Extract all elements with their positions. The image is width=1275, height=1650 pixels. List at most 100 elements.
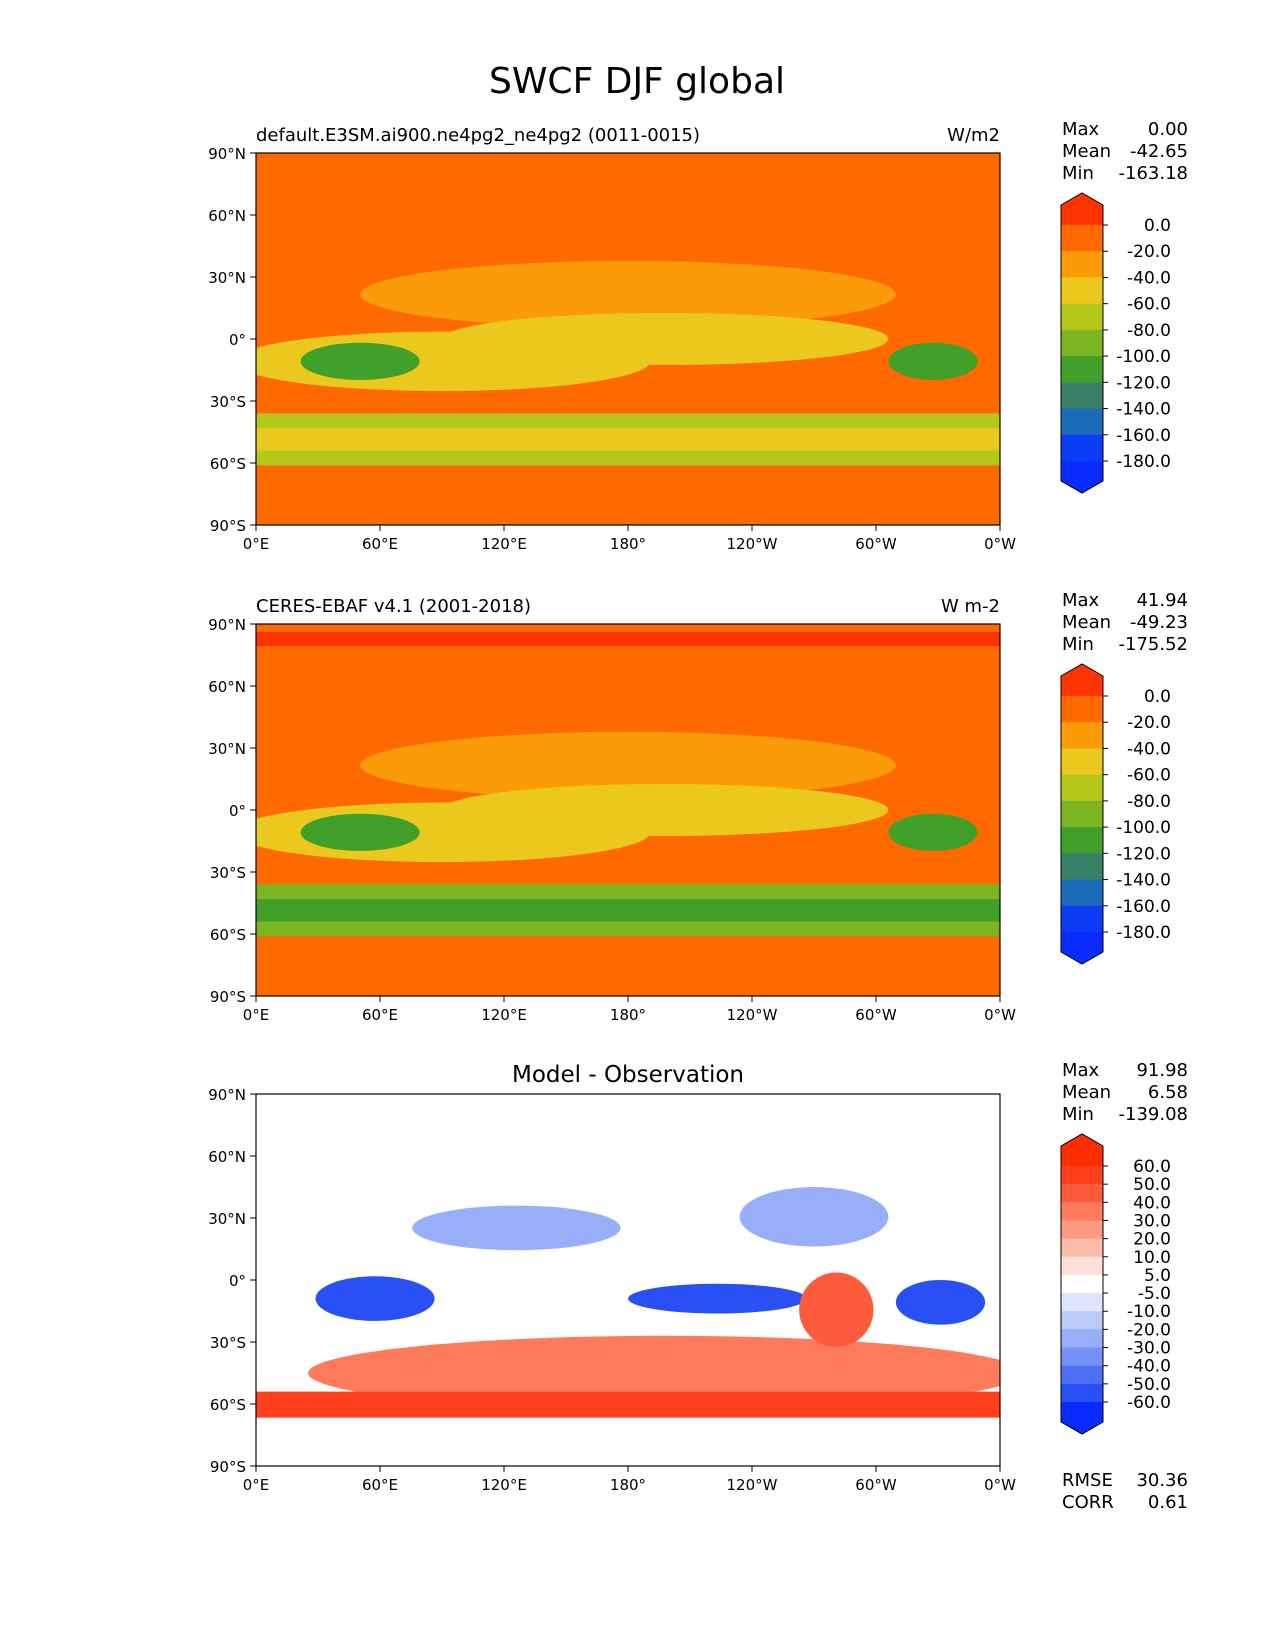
colorbar-segment — [1061, 408, 1103, 436]
stat-label: Min — [1062, 634, 1094, 655]
lon-tick-label: 60°W — [855, 1476, 897, 1494]
lat-tick-label: 0° — [229, 802, 246, 820]
colorbar-label: -50.0 — [1127, 1375, 1171, 1395]
colorbar-segment — [1061, 277, 1103, 305]
lat-tick-label: 90°N — [208, 145, 246, 163]
field-band — [360, 260, 896, 328]
extra-stat-value: 30.36 — [1136, 1470, 1188, 1491]
lat-tick-label: 90°N — [208, 616, 246, 634]
figure-title: SWCF DJF global — [489, 61, 785, 102]
colorbar-segment — [1061, 748, 1103, 776]
stat-value: 91.98 — [1136, 1060, 1188, 1081]
map-field — [256, 624, 1000, 996]
field-patch — [888, 342, 978, 380]
field-patch — [315, 1276, 435, 1321]
field-band — [256, 802, 651, 863]
lat-tick-label: 30°S — [210, 393, 246, 411]
colorbar-label: -5.0 — [1138, 1284, 1171, 1304]
field-band — [308, 1335, 1000, 1411]
colorbar: 0.0 -20.0 -40.0 -60.0 -80.0 -100.0 -120.0 -140.… — [1060, 663, 1171, 965]
lat-tick-label: 60°S — [210, 455, 246, 473]
stat-value: 0.00 — [1148, 119, 1188, 140]
colorbar-label: -120.0 — [1116, 844, 1171, 864]
stat-label: Mean — [1062, 141, 1111, 162]
colorbar-label: -60.0 — [1127, 1393, 1171, 1413]
stat-value: -49.23 — [1130, 612, 1188, 633]
colorbar-extend-bottom — [1061, 932, 1103, 964]
stat-value: -175.52 — [1119, 634, 1188, 655]
lon-tick-label: 180° — [610, 1476, 646, 1494]
colorbar-label: -30.0 — [1127, 1339, 1171, 1359]
colorbar-label: -180.0 — [1116, 452, 1171, 472]
stat-value: 41.94 — [1136, 590, 1188, 611]
colorbar-segment — [1061, 1293, 1103, 1312]
field-band — [256, 632, 1000, 646]
lat-tick-label: 30°N — [208, 1210, 246, 1228]
stat-value: -42.65 — [1130, 141, 1188, 162]
lon-tick-label: 60°E — [362, 535, 398, 553]
field-patch — [412, 1205, 621, 1251]
field-band — [256, 480, 1000, 525]
panel-2: CERES-EBAF v4.1 (2001-2018) W m-2 90°N 60°N… — [208, 590, 1188, 1024]
panel-units: W m-2 — [941, 596, 1000, 617]
colorbar-segment — [1061, 1256, 1103, 1276]
colorbar-segment — [1061, 1383, 1103, 1403]
colorbar-segment — [1061, 1329, 1103, 1349]
lat-tick-label: 30°S — [210, 1334, 246, 1352]
colorbar-label: -40.0 — [1127, 1357, 1171, 1377]
lon-tick-label: 180° — [610, 1006, 646, 1024]
panel-3: Model - Observation 90°N 60°N 30°N 0° 30°S 60°… — [208, 1060, 1188, 1513]
lat-tick-label: 90°S — [210, 988, 246, 1006]
stat-value: 6.58 — [1148, 1082, 1188, 1103]
colorbar-label: 20.0 — [1133, 1230, 1171, 1250]
panel-1: default.E3SM.ai900.ne4pg2_ne4pg2 (0011-0… — [208, 119, 1188, 553]
colorbar-label: -40.0 — [1127, 268, 1171, 288]
colorbar-extend-bottom — [1061, 1402, 1103, 1434]
colorbar-label: -80.0 — [1127, 321, 1171, 341]
colorbar-label: 60.0 — [1133, 1157, 1171, 1177]
colorbar-segment — [1061, 1365, 1103, 1385]
lon-tick-label: 60°W — [855, 1006, 897, 1024]
colorbar-label: 40.0 — [1133, 1193, 1171, 1213]
colorbar-label: 30.0 — [1133, 1211, 1171, 1231]
field-patch — [895, 1280, 986, 1325]
panel-units: W/m2 — [947, 125, 1000, 146]
lat-tick-label: 90°S — [210, 517, 246, 535]
colorbar-outline — [1060, 663, 1104, 965]
colorbar-segment — [1061, 853, 1103, 881]
stat-label: Max — [1062, 119, 1100, 140]
field-band — [256, 1391, 1000, 1418]
colorbar-segment — [1061, 774, 1103, 802]
colorbar-label: -60.0 — [1127, 295, 1171, 315]
field-patch — [799, 1272, 874, 1347]
lat-tick-label: 60°N — [208, 1148, 246, 1166]
lat-tick-label: 60°N — [208, 678, 246, 696]
extra-stat-value: 0.61 — [1148, 1492, 1188, 1513]
colorbar-segment — [1061, 827, 1103, 854]
colorbar-label: -180.0 — [1116, 923, 1171, 943]
colorbar-extend-bottom — [1061, 461, 1103, 493]
lat-tick-label: 0° — [229, 331, 246, 349]
colorbar-label: -20.0 — [1127, 713, 1171, 733]
colorbar-label: 50.0 — [1133, 1175, 1171, 1195]
panels: default.E3SM.ai900.ne4pg2_ne4pg2 (0011-0… — [208, 119, 1188, 1513]
colorbar-segment — [1061, 434, 1103, 462]
colorbar-label: -40.0 — [1127, 739, 1171, 759]
colorbar-segment — [1061, 329, 1103, 357]
panel-center-title: Model - Observation — [512, 1062, 744, 1088]
lon-tick-label: 0°E — [243, 1476, 270, 1494]
stat-value: -163.18 — [1119, 163, 1188, 184]
stat-label: Max — [1062, 590, 1100, 611]
field-band — [256, 899, 1000, 922]
lon-tick-label: 60°E — [362, 1476, 398, 1494]
colorbar-extend-top — [1061, 1134, 1103, 1166]
colorbar-segment — [1061, 879, 1103, 907]
colorbar-segment — [1061, 251, 1103, 278]
stat-label: Max — [1062, 1060, 1100, 1081]
colorbar-segment — [1061, 722, 1103, 749]
lon-tick-label: 0°E — [243, 1006, 270, 1024]
stat-label: Min — [1062, 163, 1094, 184]
panel-left-title: default.E3SM.ai900.ne4pg2_ne4pg2 (0011-0… — [256, 125, 700, 146]
field-band — [256, 331, 651, 392]
colorbar-extend-top — [1061, 193, 1103, 225]
